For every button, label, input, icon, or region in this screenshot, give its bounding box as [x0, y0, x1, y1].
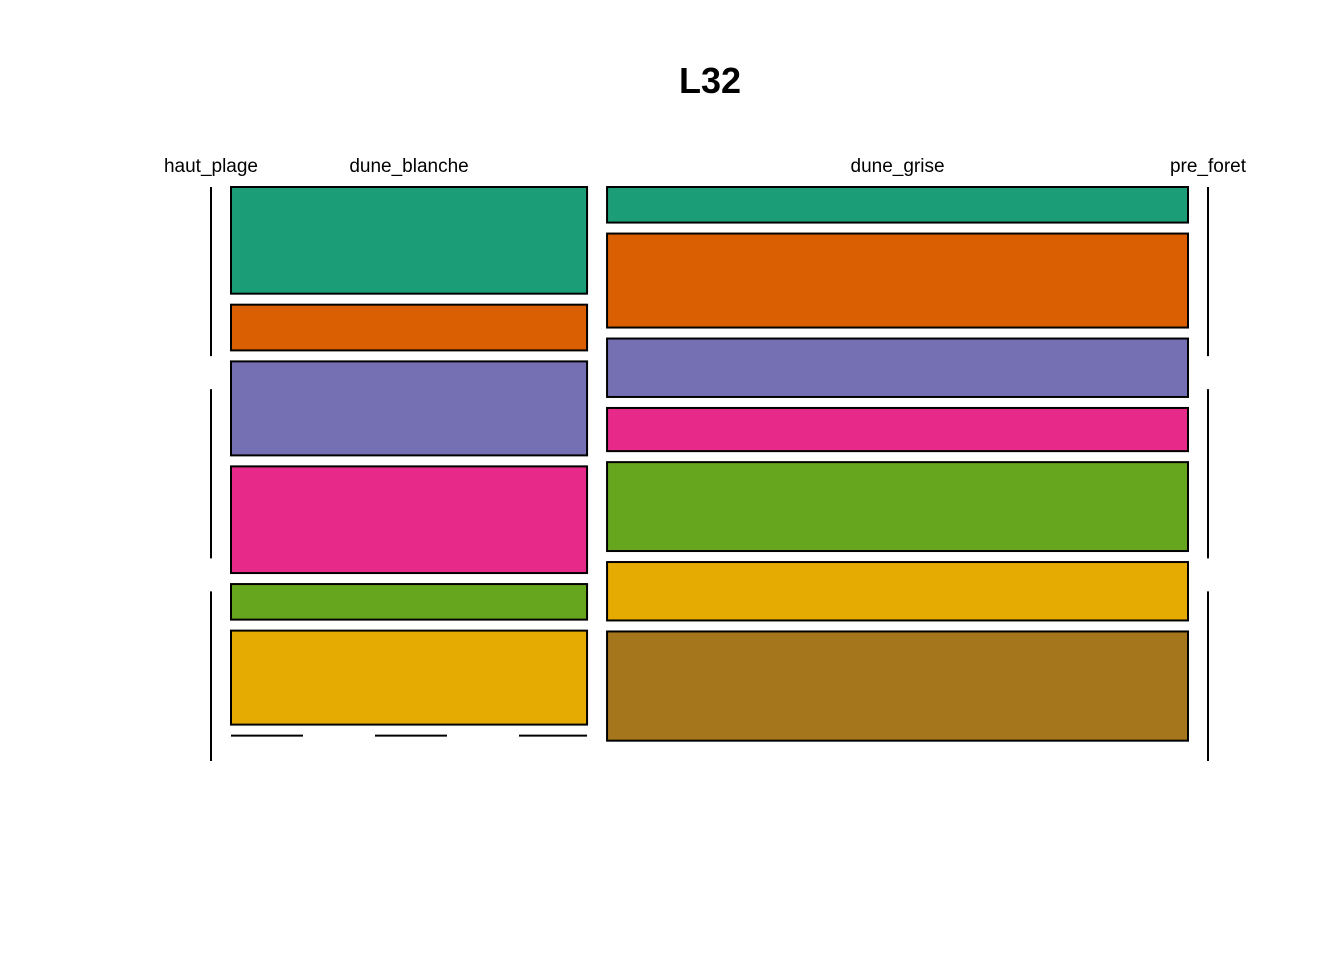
tile-dune-blanche-seg-4 [230, 465, 589, 575]
tile-dune-blanche-seg-3 [230, 360, 589, 457]
tile-dune-blanche-seg-5 [230, 583, 589, 621]
tile-dune-blanche-seg-1 [230, 186, 589, 295]
tile-dune-grise-seg-4 [606, 406, 1189, 453]
column-label-dune-grise: dune_grise [851, 156, 945, 177]
chart-title: L32 [679, 60, 741, 101]
tile-dune-grise-seg-2 [606, 232, 1189, 329]
tile-dune-grise-seg-5 [606, 461, 1189, 553]
column-labels: haut_plage dune_blanche dune_grise pre_fore… [164, 156, 1247, 177]
tile-dune-blanche-seg-6 [230, 629, 589, 726]
mosaic-tiles [210, 186, 1209, 761]
tile-dune-grise-seg-3 [606, 337, 1189, 398]
tile-dune-blanche-seg-2 [230, 303, 589, 352]
column-label-dune-blanche: dune_blanche [349, 156, 468, 177]
column-label-pre-foret: pre_foret [1170, 156, 1247, 177]
tile-dune-grise-seg-6 [606, 561, 1189, 622]
column-label-haut-plage: haut_plage [164, 156, 258, 177]
tile-dune-grise-seg-1 [606, 186, 1189, 224]
tile-dune-grise-seg-7 [606, 630, 1189, 742]
